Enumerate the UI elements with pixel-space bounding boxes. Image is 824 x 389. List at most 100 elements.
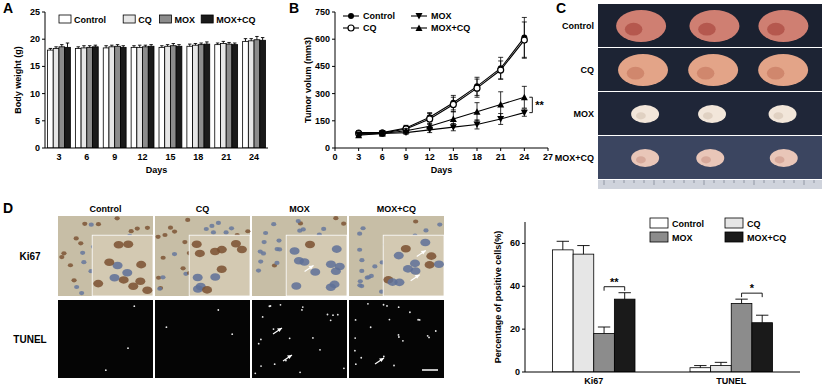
- tunel-dot: [393, 365, 395, 367]
- cell: [204, 227, 209, 231]
- cell: [93, 280, 103, 288]
- column-label: MOX+CQ: [377, 204, 416, 214]
- error-cap: [94, 45, 97, 46]
- tunel-dot: [273, 328, 275, 330]
- inset: [286, 235, 347, 296]
- legend-marker: [416, 13, 423, 20]
- cell: [129, 229, 134, 233]
- legend-label: MOX+CQ: [216, 15, 255, 25]
- cell: [271, 222, 276, 226]
- error-cap: [498, 57, 503, 58]
- error-cap: [77, 46, 80, 47]
- tunel-dot: [398, 336, 400, 338]
- ruler-tick: [684, 180, 685, 183]
- x-tick-label: Ki67: [584, 376, 603, 386]
- arrow: [411, 275, 420, 281]
- x-tick-label: 3: [56, 152, 61, 162]
- cell: [210, 273, 220, 281]
- point: [521, 110, 528, 117]
- cell: [74, 285, 79, 289]
- error-cap: [144, 45, 147, 46]
- row-label: Ki67: [19, 251, 41, 262]
- tunel-dot: [417, 319, 419, 321]
- error-cap: [598, 327, 610, 328]
- tunel-dot: [435, 330, 437, 332]
- photo-row: [598, 48, 822, 91]
- y-tick: [332, 12, 335, 13]
- error-cap: [188, 44, 191, 45]
- cell: [426, 252, 436, 260]
- point: [474, 85, 480, 91]
- error-stem: [583, 246, 584, 255]
- error-bar: [54, 47, 57, 49]
- cell: [245, 229, 250, 233]
- y-tick: [42, 148, 45, 149]
- tunel-dot: [301, 309, 303, 311]
- error-cap: [735, 299, 747, 300]
- y-tick-label: 750: [315, 7, 330, 17]
- cell: [217, 266, 227, 274]
- cell: [81, 260, 86, 264]
- error-cap: [694, 365, 706, 366]
- arrow-head: [421, 250, 426, 254]
- annotation-bracket: [529, 97, 532, 112]
- bar: [204, 44, 210, 148]
- error-bar: [172, 44, 175, 46]
- error-bar: [522, 22, 527, 58]
- cell: [388, 278, 398, 286]
- cell: [291, 282, 301, 290]
- error-cap: [522, 108, 527, 109]
- error-cap: [66, 43, 69, 44]
- cell: [290, 247, 300, 255]
- tunel-dot: [105, 369, 107, 371]
- error-bar: [132, 46, 135, 48]
- row-label: CQ: [581, 65, 595, 75]
- row-label: MOX+CQ: [555, 153, 594, 163]
- bar: [176, 46, 182, 148]
- error-bar: [756, 315, 768, 323]
- tunel-dot: [127, 347, 129, 349]
- bar: [752, 323, 773, 372]
- bar: [215, 45, 221, 148]
- tunel-dot: [337, 314, 339, 316]
- tunel-dot: [355, 319, 357, 321]
- cell: [262, 240, 267, 244]
- bar: [143, 47, 149, 148]
- error-bar: [451, 112, 456, 127]
- ruler-tick: [694, 180, 695, 183]
- x-tick-label: 9: [403, 152, 408, 162]
- x-tick-label: 12: [425, 152, 435, 162]
- error-cap: [475, 128, 480, 129]
- error-bar: [498, 92, 503, 117]
- cell: [256, 269, 261, 273]
- cell: [71, 278, 76, 282]
- tunel-dot: [398, 306, 400, 308]
- y-tick-label: 60: [510, 238, 520, 248]
- cell: [294, 257, 304, 265]
- plot-marks: [48, 36, 266, 148]
- annotation: **: [610, 276, 619, 288]
- y-tick: [332, 148, 335, 149]
- arrow: [273, 328, 282, 334]
- ki67-image: [252, 216, 347, 296]
- legend-label: CQ: [747, 219, 761, 229]
- cell: [161, 256, 166, 260]
- cell: [258, 259, 263, 263]
- legend-swatch: [123, 15, 135, 23]
- arrow-head: [379, 358, 384, 362]
- cell: [168, 226, 173, 230]
- cell: [172, 230, 177, 234]
- cell: [172, 252, 177, 256]
- tumor: [616, 10, 666, 42]
- error-cap: [249, 38, 252, 39]
- error-bar: [216, 43, 219, 45]
- x-tick: [500, 148, 501, 151]
- cell: [420, 239, 430, 247]
- point: [426, 123, 433, 130]
- cell: [80, 251, 85, 255]
- ruler-tick: [624, 180, 625, 183]
- y-tick-label: 0: [35, 143, 40, 153]
- y-tick-label: 20: [30, 34, 40, 44]
- cell: [209, 224, 214, 228]
- tunel-dot: [280, 304, 282, 306]
